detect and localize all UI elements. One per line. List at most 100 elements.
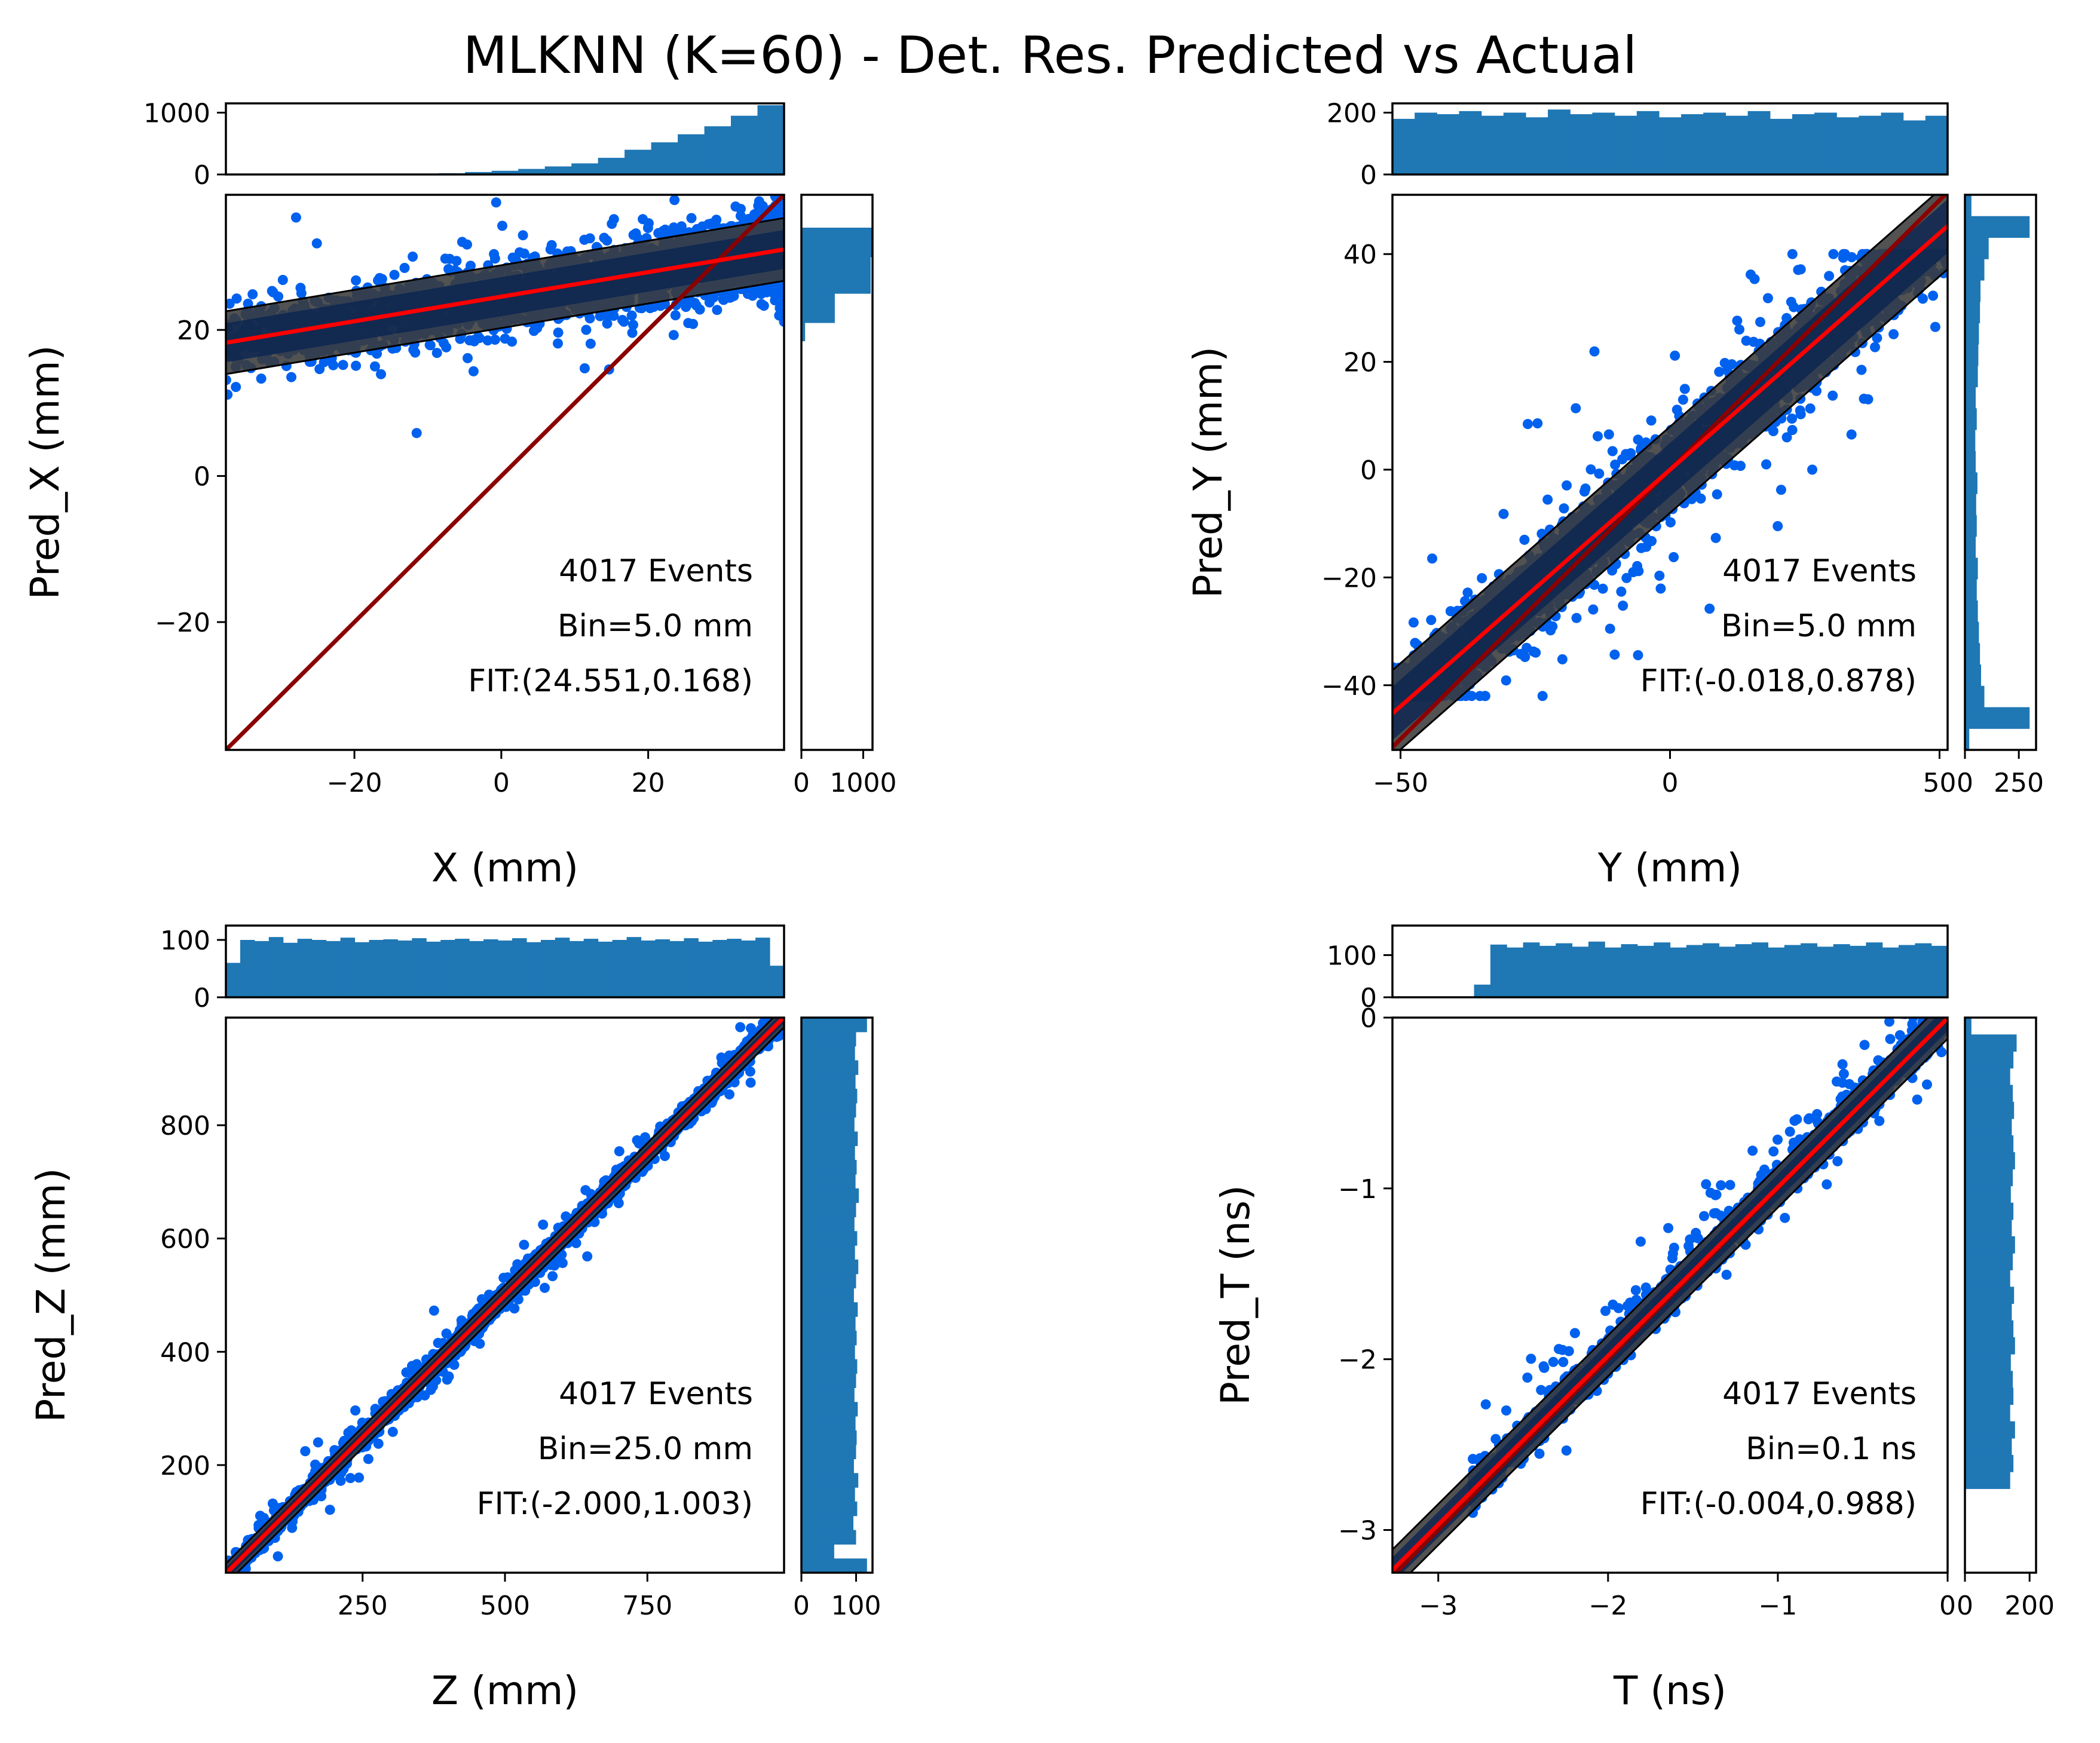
data-point: [1605, 623, 1615, 634]
data-point: [286, 372, 296, 382]
data-point: [1545, 625, 1556, 636]
data-point: [1537, 691, 1548, 702]
histogram-bar: [598, 158, 625, 174]
data-point: [518, 230, 528, 241]
data-point: [1888, 329, 1899, 339]
data-point: [610, 179, 620, 189]
histogram-bar: [801, 293, 835, 323]
data-point: [735, 210, 746, 221]
data-point: [290, 212, 301, 223]
data-point: [1597, 583, 1608, 594]
data-point: [758, 301, 769, 311]
data-point: [688, 318, 699, 329]
data-point: [1542, 494, 1553, 505]
x-tick-label: 20: [632, 768, 665, 798]
data-point: [1870, 342, 1880, 353]
data-point: [519, 248, 529, 259]
data-point: [1672, 405, 1682, 415]
data-point: [1755, 317, 1765, 327]
histogram-bar: [625, 149, 652, 174]
annotation-text: FIT:(24.551,0.168): [468, 663, 753, 699]
x-tick-label: −20: [327, 768, 382, 798]
right-histogram-x: 0 1000: [793, 194, 896, 798]
data-point: [724, 292, 735, 303]
data-point: [451, 256, 462, 266]
data-point: [1807, 464, 1817, 475]
data-point: [399, 262, 410, 273]
x-tick-label: 1000: [829, 768, 896, 798]
data-point: [1768, 426, 1778, 436]
data-point: [389, 269, 400, 280]
histogram-bar: [651, 142, 678, 174]
data-point: [1477, 573, 1487, 584]
data-point: [351, 275, 362, 286]
data-point: [1654, 571, 1665, 581]
data-point: [1528, 646, 1539, 657]
data-point: [247, 289, 258, 299]
data-point: [670, 310, 681, 321]
data-point: [1846, 429, 1857, 440]
data-point: [1930, 321, 1940, 332]
data-point: [500, 333, 510, 344]
data-point: [668, 330, 679, 341]
data-point: [754, 176, 764, 186]
y-tick-label: −20: [155, 608, 210, 638]
annotation-text: Bin=5.0 mm: [558, 608, 753, 644]
data-point: [599, 232, 610, 243]
data-point: [581, 324, 592, 335]
data-point: [752, 287, 763, 298]
data-point: [273, 291, 284, 302]
data-point: [1872, 333, 1882, 344]
data-point: [1787, 425, 1798, 436]
data-point: [1571, 612, 1582, 623]
histogram-bar: [704, 126, 731, 174]
data-point: [507, 252, 518, 263]
data-point: [775, 303, 784, 314]
data-point: [1594, 468, 1605, 479]
histogram-bar: [465, 171, 492, 174]
data-point: [1762, 293, 1773, 304]
x-tick-label: 0: [493, 768, 510, 798]
data-point: [553, 327, 564, 338]
histogram-bar: [491, 170, 519, 174]
data-point: [295, 283, 306, 293]
data-point: [1856, 364, 1867, 375]
data-point: [489, 335, 500, 345]
data-point: [376, 369, 386, 379]
data-point: [482, 335, 493, 346]
data-point: [1795, 409, 1806, 419]
data-point: [1787, 413, 1797, 424]
data-point: [1787, 249, 1798, 259]
data-point: [424, 339, 435, 350]
data-point: [638, 214, 648, 225]
data-point: [408, 252, 418, 262]
data-point: [1741, 335, 1752, 346]
data-point: [243, 298, 253, 309]
data-point: [696, 222, 707, 233]
data-point: [1593, 431, 1603, 442]
data-point: [1827, 390, 1838, 401]
data-point: [754, 196, 764, 207]
data-point: [369, 361, 380, 372]
data-point: [311, 238, 322, 249]
data-point: [1532, 418, 1543, 428]
data-point: [1616, 586, 1627, 597]
data-point: [619, 316, 629, 327]
data-point: [1712, 489, 1722, 500]
data-point: [774, 180, 784, 191]
data-point: [677, 226, 688, 236]
data-point: [621, 183, 631, 194]
data-point: [1445, 606, 1456, 617]
data-point: [1519, 534, 1530, 545]
data-point: [468, 366, 479, 376]
data-point: [663, 228, 674, 238]
data-point: [602, 318, 613, 329]
data-point: [1585, 464, 1596, 475]
data-point: [338, 360, 348, 370]
data-point: [1633, 434, 1643, 445]
data-point: [1609, 650, 1620, 660]
histogram-bar: [571, 163, 599, 174]
data-point: [497, 220, 507, 231]
data-point: [686, 213, 697, 223]
